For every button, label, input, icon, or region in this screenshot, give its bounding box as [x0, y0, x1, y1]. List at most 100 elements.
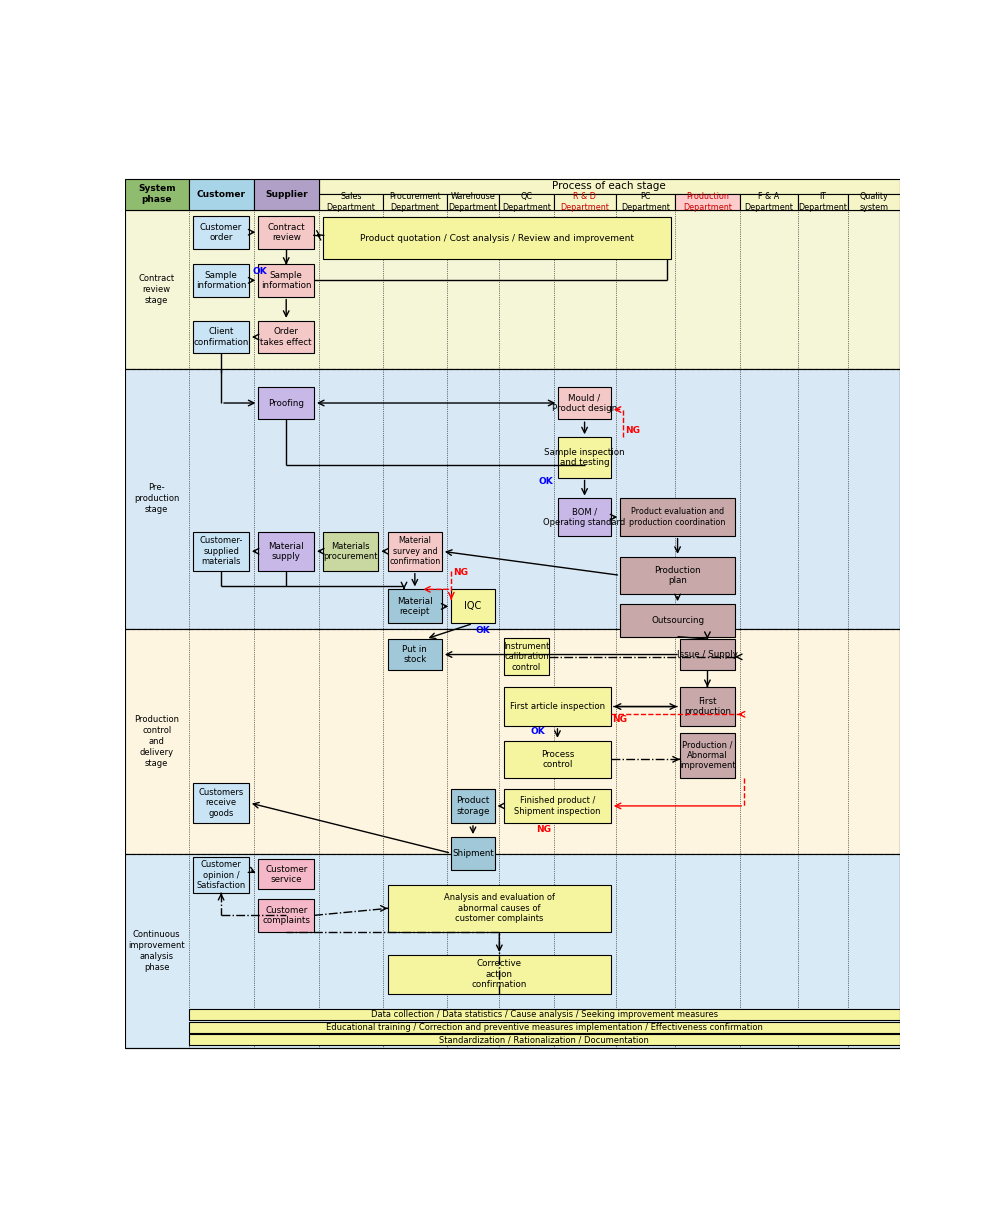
Text: Sales
Department: Sales Department	[326, 192, 375, 212]
Text: R & D
Department: R & D Department	[560, 192, 609, 212]
Text: Corrective
action
confirmation: Corrective action confirmation	[472, 959, 527, 989]
Bar	[848, 194, 900, 209]
Bar	[558, 386, 611, 419]
Bar	[680, 640, 735, 670]
Text: Outsourcing: Outsourcing	[651, 616, 704, 625]
Text: Materials
procurement: Materials procurement	[324, 541, 378, 561]
Bar	[558, 437, 611, 477]
Text: Customer-
supplied
materials: Customer- supplied materials	[199, 536, 243, 566]
Text: Process
control: Process control	[541, 749, 574, 769]
Text: Production
control
and
delivery
stage: Production control and delivery stage	[134, 715, 179, 769]
Text: Data collection / Data statistics / Cause analysis / Seeking improvement measure: Data collection / Data statistics / Caus…	[371, 1010, 718, 1020]
Text: Finished product /
Shipment inspection: Finished product / Shipment inspection	[514, 796, 601, 815]
Text: Customer: Customer	[197, 189, 246, 199]
Text: Warehouse
Department: Warehouse Department	[449, 192, 497, 212]
Bar	[125, 629, 900, 854]
Text: BOM /
Operating standard: BOM / Operating standard	[543, 508, 626, 526]
Text: Product quotation / Cost analysis / Review and improvement: Product quotation / Cost analysis / Revi…	[360, 234, 634, 244]
Text: Client
confirmation: Client confirmation	[193, 327, 249, 347]
Bar	[254, 178, 319, 209]
Text: Continuous
improvement
analysis
phase: Continuous improvement analysis phase	[128, 930, 185, 972]
Text: Mould /
Product design: Mould / Product design	[552, 394, 617, 413]
Bar	[388, 954, 611, 994]
Text: Procurement
Department: Procurement Department	[389, 192, 441, 212]
Text: Production /
Abnormal
improvement: Production / Abnormal improvement	[679, 740, 736, 770]
Text: Sample
information: Sample information	[196, 271, 246, 290]
Text: Analysis and evaluation of
abnormal causes of
customer complaints: Analysis and evaluation of abnormal caus…	[444, 893, 555, 924]
Bar	[189, 1010, 900, 1020]
Text: Customers
receive
goods: Customers receive goods	[198, 788, 244, 818]
Bar	[616, 194, 675, 209]
Text: F & A
Department: F & A Department	[744, 192, 793, 212]
Bar	[554, 194, 616, 209]
Text: Material
survey and
confirmation: Material survey and confirmation	[389, 536, 440, 566]
Text: NG: NG	[612, 715, 627, 724]
Bar	[620, 604, 735, 637]
Text: Proofing: Proofing	[268, 399, 304, 407]
Bar	[258, 899, 314, 931]
Bar	[451, 589, 495, 624]
Bar	[258, 386, 314, 419]
Text: IQC: IQC	[464, 601, 482, 611]
Bar	[193, 321, 249, 353]
Text: Material
supply: Material supply	[268, 541, 304, 561]
Bar	[447, 194, 499, 209]
Bar	[388, 640, 442, 670]
Text: Standardization / Rationalization / Documentation: Standardization / Rationalization / Docu…	[439, 1036, 649, 1044]
Text: System
phase: System phase	[138, 184, 176, 204]
Bar	[193, 216, 249, 248]
Bar	[319, 178, 900, 194]
Text: Production
plan: Production plan	[654, 566, 701, 585]
Bar	[383, 194, 447, 209]
Text: OK: OK	[539, 477, 554, 486]
Text: Order
takes effect: Order takes effect	[260, 327, 312, 347]
Bar	[504, 638, 549, 675]
Text: Sample inspection
and testing: Sample inspection and testing	[544, 448, 625, 467]
Text: IT
Department: IT Department	[798, 192, 847, 212]
Bar	[189, 1034, 900, 1046]
Text: PC
Department: PC Department	[621, 192, 670, 212]
Bar	[620, 557, 735, 594]
Text: Customer
service: Customer service	[265, 865, 307, 884]
Text: Supplier: Supplier	[265, 189, 308, 199]
Text: NG: NG	[453, 567, 468, 577]
Text: Customer
complaints: Customer complaints	[262, 905, 310, 925]
Text: First
production: First production	[684, 697, 731, 716]
Bar	[193, 531, 249, 571]
Text: Pre-
production
stage: Pre- production stage	[134, 483, 179, 514]
Bar	[451, 788, 495, 823]
Bar	[125, 369, 900, 629]
Bar	[125, 854, 900, 1048]
Bar	[798, 194, 848, 209]
Text: Material
receipt: Material receipt	[397, 597, 433, 616]
Bar	[620, 498, 735, 536]
Bar	[323, 218, 671, 260]
Bar	[258, 264, 314, 296]
Text: First article inspection: First article inspection	[510, 702, 605, 711]
Text: Production
Department: Production Department	[683, 192, 732, 212]
Text: Product
storage: Product storage	[456, 796, 490, 815]
Bar	[258, 216, 314, 248]
Text: Instrument
calibration
control: Instrument calibration control	[503, 642, 550, 672]
Bar	[125, 209, 900, 369]
Bar	[323, 531, 378, 571]
Bar	[193, 857, 249, 893]
Bar	[258, 321, 314, 353]
Bar	[319, 194, 383, 209]
Bar	[125, 178, 189, 209]
Bar	[504, 740, 611, 777]
Text: Process of each stage: Process of each stage	[552, 181, 666, 192]
Text: Customer
opinion /
Satisfaction: Customer opinion / Satisfaction	[196, 860, 246, 889]
Text: Customer
order: Customer order	[200, 223, 242, 242]
Text: OK: OK	[475, 626, 490, 635]
Bar	[189, 1022, 900, 1033]
Text: NG: NG	[625, 427, 640, 435]
Text: Contract
review
stage: Contract review stage	[139, 274, 175, 305]
Text: Product evaluation and
production coordination: Product evaluation and production coordi…	[629, 508, 726, 526]
Text: Contract
review: Contract review	[267, 223, 305, 242]
Bar	[504, 688, 611, 726]
Bar	[193, 264, 249, 296]
Bar	[258, 860, 314, 889]
Bar	[504, 788, 611, 823]
Text: Quality
system: Quality system	[859, 192, 889, 212]
